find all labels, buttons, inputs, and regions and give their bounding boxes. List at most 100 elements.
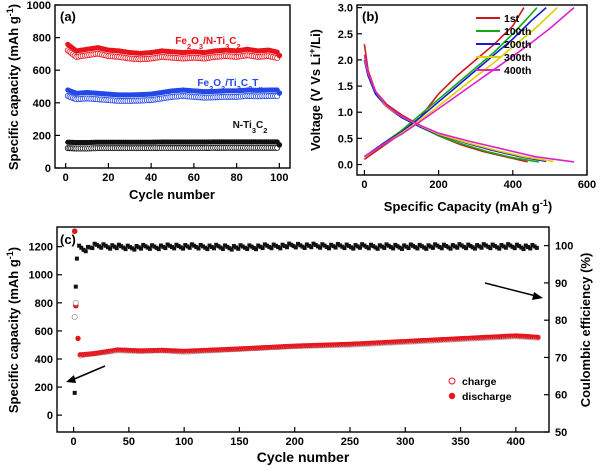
ce-point xyxy=(386,243,391,248)
x-tick-label: 400 xyxy=(507,436,525,448)
ce-point xyxy=(351,246,356,251)
ce-point xyxy=(181,246,186,251)
y-tick-label: 800 xyxy=(35,298,53,310)
ce-point xyxy=(435,243,440,248)
ce-point xyxy=(94,242,99,247)
ce-point xyxy=(453,244,458,249)
ce-point xyxy=(402,243,407,248)
series-label-fe2o3-ti3c2tx: Fe2O3/Ti3C2Tx xyxy=(197,78,263,93)
charge-point xyxy=(72,299,79,306)
ce-point xyxy=(326,246,331,251)
ce-point xyxy=(320,242,325,247)
data-point xyxy=(276,52,283,59)
ce-point xyxy=(291,244,296,249)
panel-a-x-axis-title: Cycle number xyxy=(129,187,215,202)
ce-point xyxy=(415,246,420,251)
ce-point xyxy=(514,242,519,247)
ce-point xyxy=(508,243,513,248)
y-tick-label: 600 xyxy=(35,326,53,338)
ce-point xyxy=(265,243,270,248)
ce-point xyxy=(85,244,90,249)
ce-point xyxy=(364,244,369,249)
legend-discharge-label: discharge xyxy=(462,391,512,403)
panel-c-data-points xyxy=(71,228,541,395)
ce-point xyxy=(73,284,78,289)
right-y-tick-label: 90 xyxy=(555,278,567,290)
ce-point xyxy=(158,243,163,248)
ce-point xyxy=(112,244,117,249)
ce-point xyxy=(375,246,380,251)
ce-point xyxy=(110,243,115,248)
panel-c: (c) 0 50 100 150 200 250 300 350 400 0 200 400 600 8… xyxy=(5,226,593,465)
ce-point xyxy=(218,245,223,250)
ce-point xyxy=(466,242,471,247)
x-tick-label: 40 xyxy=(145,172,157,184)
ce-point xyxy=(92,241,97,246)
y-tick-label: 400 xyxy=(35,354,53,366)
ce-point xyxy=(404,244,409,249)
curve-400th-charge xyxy=(363,6,575,158)
panel-c-frame xyxy=(56,226,550,433)
ce-point xyxy=(382,245,387,250)
series-1 xyxy=(64,87,283,104)
panel-b-x-ticks: 0 200 400 600 xyxy=(361,170,596,191)
ce-point xyxy=(254,247,259,252)
ce-point xyxy=(304,242,309,247)
ce-point xyxy=(318,245,323,250)
y-tick-label: 1000 xyxy=(29,270,53,282)
ce-point xyxy=(371,244,376,249)
x-tick-label: 400 xyxy=(504,179,522,191)
ce-point xyxy=(132,247,137,252)
ce-point xyxy=(293,245,298,250)
ce-point xyxy=(187,245,192,250)
ce-point xyxy=(236,246,241,251)
ce-point xyxy=(79,245,84,250)
ce-point xyxy=(408,242,413,247)
discharge-point xyxy=(535,334,541,340)
panel-b-y-ticks: 0.0 0.5 1.0 1.5 2.0 2.5 3.0 xyxy=(338,3,362,172)
ce-point xyxy=(185,244,190,249)
ce-point xyxy=(397,245,402,250)
y-tick-label: 1000 xyxy=(27,0,51,12)
ce-point xyxy=(227,246,232,251)
ce-point xyxy=(247,243,252,248)
ce-point xyxy=(490,242,495,247)
ce-point xyxy=(399,246,404,251)
ce-point xyxy=(360,242,365,247)
y-tick-label: 1.5 xyxy=(338,81,353,93)
ce-point xyxy=(472,246,477,251)
ce-point xyxy=(335,241,340,246)
ce-point xyxy=(528,246,533,251)
legend-label: 1st xyxy=(504,13,520,25)
ce-point xyxy=(419,244,424,249)
ce-point xyxy=(72,390,77,395)
ce-point xyxy=(391,246,396,251)
ce-point xyxy=(430,245,435,250)
ce-point xyxy=(344,242,349,247)
ce-point xyxy=(342,246,347,251)
ce-point xyxy=(532,244,537,249)
panel-b: (b) 0 200 400 600 0.0 0.5 1.0 1.5 2.0 2.5 3.0 1st… xyxy=(307,3,596,214)
ce-point xyxy=(216,244,221,249)
panel-c-right-y-ticks: 50 60 70 80 90 100 xyxy=(544,241,573,439)
ce-point xyxy=(477,244,482,249)
ce-point xyxy=(154,245,159,250)
x-tick-label: 0 xyxy=(361,179,367,191)
legend-label: 300th xyxy=(504,52,531,64)
ce-point xyxy=(346,243,351,248)
ce-point xyxy=(81,247,86,252)
series-2 xyxy=(64,139,283,152)
ce-point xyxy=(74,256,79,261)
y-tick-label: 2.0 xyxy=(338,55,353,67)
ce-point xyxy=(322,243,327,248)
curve-200th-discharge xyxy=(363,59,547,163)
ce-point xyxy=(90,246,95,251)
ce-point xyxy=(214,242,219,247)
ce-point xyxy=(495,245,500,250)
ce-point xyxy=(313,243,318,248)
ce-point xyxy=(174,242,179,247)
charge-point xyxy=(71,313,78,320)
ce-point xyxy=(470,245,475,250)
ce-point xyxy=(300,244,305,249)
